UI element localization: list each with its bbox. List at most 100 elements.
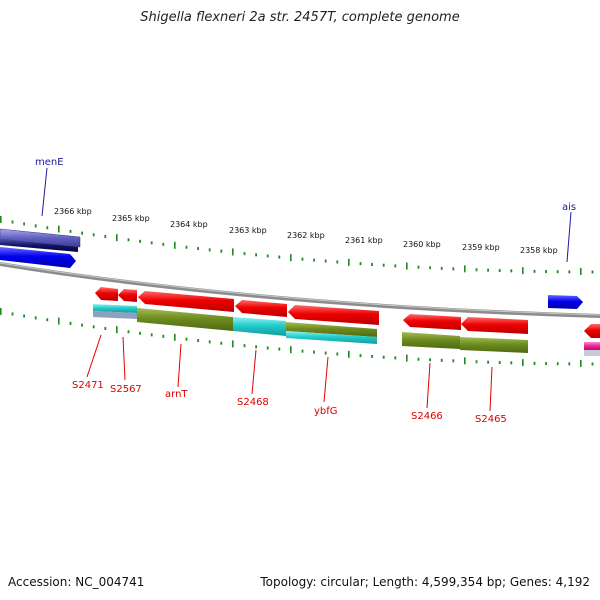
scale-tick-outer bbox=[81, 231, 83, 235]
scale-tick-outer bbox=[324, 259, 327, 263]
scale-label-2365: 2365 kbp bbox=[112, 214, 150, 223]
feature-cyan-S2468[interactable] bbox=[233, 317, 286, 336]
scale-tick-inner bbox=[185, 337, 188, 341]
scale-ticks-inner bbox=[0, 308, 594, 367]
scale-tick-outer bbox=[394, 264, 397, 268]
feature-olive-ybfG[interactable] bbox=[286, 322, 377, 337]
gene-label-arnT[interactable]: arnT bbox=[165, 389, 188, 400]
feature-olive-S2466[interactable] bbox=[402, 332, 460, 349]
scale-tick-inner bbox=[255, 345, 257, 349]
scale-tick-outer bbox=[0, 216, 2, 223]
scale-tick-outer bbox=[266, 254, 269, 258]
scale-tick-outer bbox=[313, 258, 315, 262]
gene-label-ais[interactable]: ais bbox=[562, 202, 576, 213]
gene-label-S2567[interactable]: S2567 bbox=[110, 384, 142, 395]
gene-S2465-arrow[interactable] bbox=[461, 317, 528, 334]
scale-tick-outer bbox=[243, 252, 246, 256]
scale-tick-outer bbox=[11, 220, 14, 224]
scale-tick-outer bbox=[359, 262, 362, 266]
feature-olive-arnT[interactable] bbox=[137, 308, 233, 331]
gene-label-menE[interactable]: menE bbox=[35, 157, 64, 168]
scale-tick-inner bbox=[104, 327, 107, 331]
ybfG-leader bbox=[323, 356, 329, 403]
scale-tick-inner bbox=[475, 360, 478, 364]
scale-tick-inner bbox=[452, 359, 455, 363]
feature-magenta-edge[interactable] bbox=[584, 342, 600, 350]
scale-tick-outer bbox=[452, 267, 455, 271]
scale-tick-outer bbox=[162, 242, 165, 246]
menE-leader bbox=[41, 167, 48, 217]
gene-label-S2468[interactable]: S2468 bbox=[237, 397, 269, 408]
scale-tick-outer bbox=[69, 229, 72, 233]
gene-label-S2466[interactable]: S2466 bbox=[411, 411, 443, 422]
scale-tick-inner bbox=[417, 357, 420, 361]
scale-tick-outer bbox=[371, 262, 373, 266]
feature-cyan-ybfG[interactable] bbox=[286, 331, 377, 344]
gene-ais-arrow[interactable] bbox=[548, 295, 583, 309]
feature-grey-1 bbox=[93, 311, 137, 319]
scale-label-2359: 2359 kbp bbox=[462, 243, 500, 252]
scale-tick-inner bbox=[290, 346, 292, 354]
gene-S2468-arrow[interactable] bbox=[235, 300, 287, 317]
gene-label-ybfG[interactable]: ybfG bbox=[314, 406, 338, 417]
scale-tick-inner bbox=[220, 341, 223, 345]
gene-label-S2465[interactable]: S2465 bbox=[475, 414, 507, 425]
forward-feature-purple[interactable] bbox=[0, 228, 81, 248]
scale-tick-inner bbox=[197, 339, 199, 343]
scale-tick-outer bbox=[591, 270, 594, 274]
scale-tick-outer bbox=[336, 260, 339, 264]
scale-tick-outer bbox=[429, 266, 431, 270]
scale-tick-outer bbox=[197, 247, 199, 251]
scale-tick-inner bbox=[429, 358, 431, 362]
S2471-leader bbox=[86, 334, 102, 378]
scale-tick-outer bbox=[533, 269, 536, 273]
scale-tick-outer bbox=[104, 235, 107, 239]
scale-tick-outer bbox=[139, 239, 141, 243]
scale-tick-outer bbox=[116, 234, 118, 242]
gene-menE-arrow[interactable] bbox=[0, 247, 76, 268]
map-title: Shigella flexneri 2a str. 2457T, complet… bbox=[140, 10, 460, 25]
forward-feature-navy[interactable] bbox=[0, 239, 78, 252]
scale-tick-inner bbox=[81, 323, 83, 327]
S2466-leader bbox=[426, 362, 431, 409]
feature-olive-S2465[interactable] bbox=[460, 337, 528, 353]
scale-label-2364: 2364 kbp bbox=[170, 220, 208, 229]
scale-tick-inner bbox=[510, 361, 513, 365]
scale-tick-inner bbox=[301, 349, 304, 353]
scale-tick-inner bbox=[92, 325, 95, 329]
gene-ybfG-arrow[interactable] bbox=[288, 305, 379, 325]
gene-arnT-arrow[interactable] bbox=[138, 291, 234, 312]
scale-label-2360: 2360 kbp bbox=[403, 240, 441, 249]
gene-label-S2471[interactable]: S2471 bbox=[72, 380, 104, 391]
scale-tick-outer bbox=[23, 222, 25, 226]
scale-tick-outer bbox=[510, 269, 513, 273]
scale-tick-outer bbox=[46, 226, 49, 230]
scale-tick-inner bbox=[34, 316, 37, 320]
gene-S2466-arrow[interactable] bbox=[403, 314, 461, 330]
scale-tick-inner bbox=[266, 346, 269, 350]
ais-leader bbox=[566, 211, 572, 263]
accession-text: Accession: NC_004741 bbox=[8, 575, 145, 589]
scale-tick-outer bbox=[382, 263, 385, 267]
scale-tick-inner bbox=[139, 331, 141, 335]
scale-tick-outer bbox=[556, 270, 559, 274]
scale-tick-outer bbox=[406, 262, 408, 270]
scale-tick-inner bbox=[440, 358, 443, 362]
gene-S2567-arrow[interactable] bbox=[118, 289, 137, 302]
scale-tick-outer bbox=[464, 265, 466, 273]
genome-summary-text: Topology: circular; Length: 4,599,354 bp… bbox=[260, 575, 590, 589]
scale-tick-outer bbox=[185, 245, 188, 249]
scale-tick-inner bbox=[23, 314, 25, 318]
S2468-leader bbox=[251, 349, 257, 395]
scale-tick-inner bbox=[127, 330, 130, 334]
scale-tick-outer bbox=[232, 248, 234, 256]
scale-tick-inner bbox=[116, 326, 118, 334]
feature-cyan-1[interactable] bbox=[93, 304, 137, 313]
gene-S2471-arrow[interactable] bbox=[95, 287, 118, 301]
gene-edge-arrow[interactable] bbox=[584, 324, 600, 338]
scale-tick-inner bbox=[150, 333, 153, 337]
scale-tick-outer bbox=[150, 241, 153, 245]
scale-tick-outer bbox=[545, 270, 547, 274]
genome-backbone bbox=[0, 262, 600, 318]
backbone-highlight bbox=[0, 262, 600, 316]
